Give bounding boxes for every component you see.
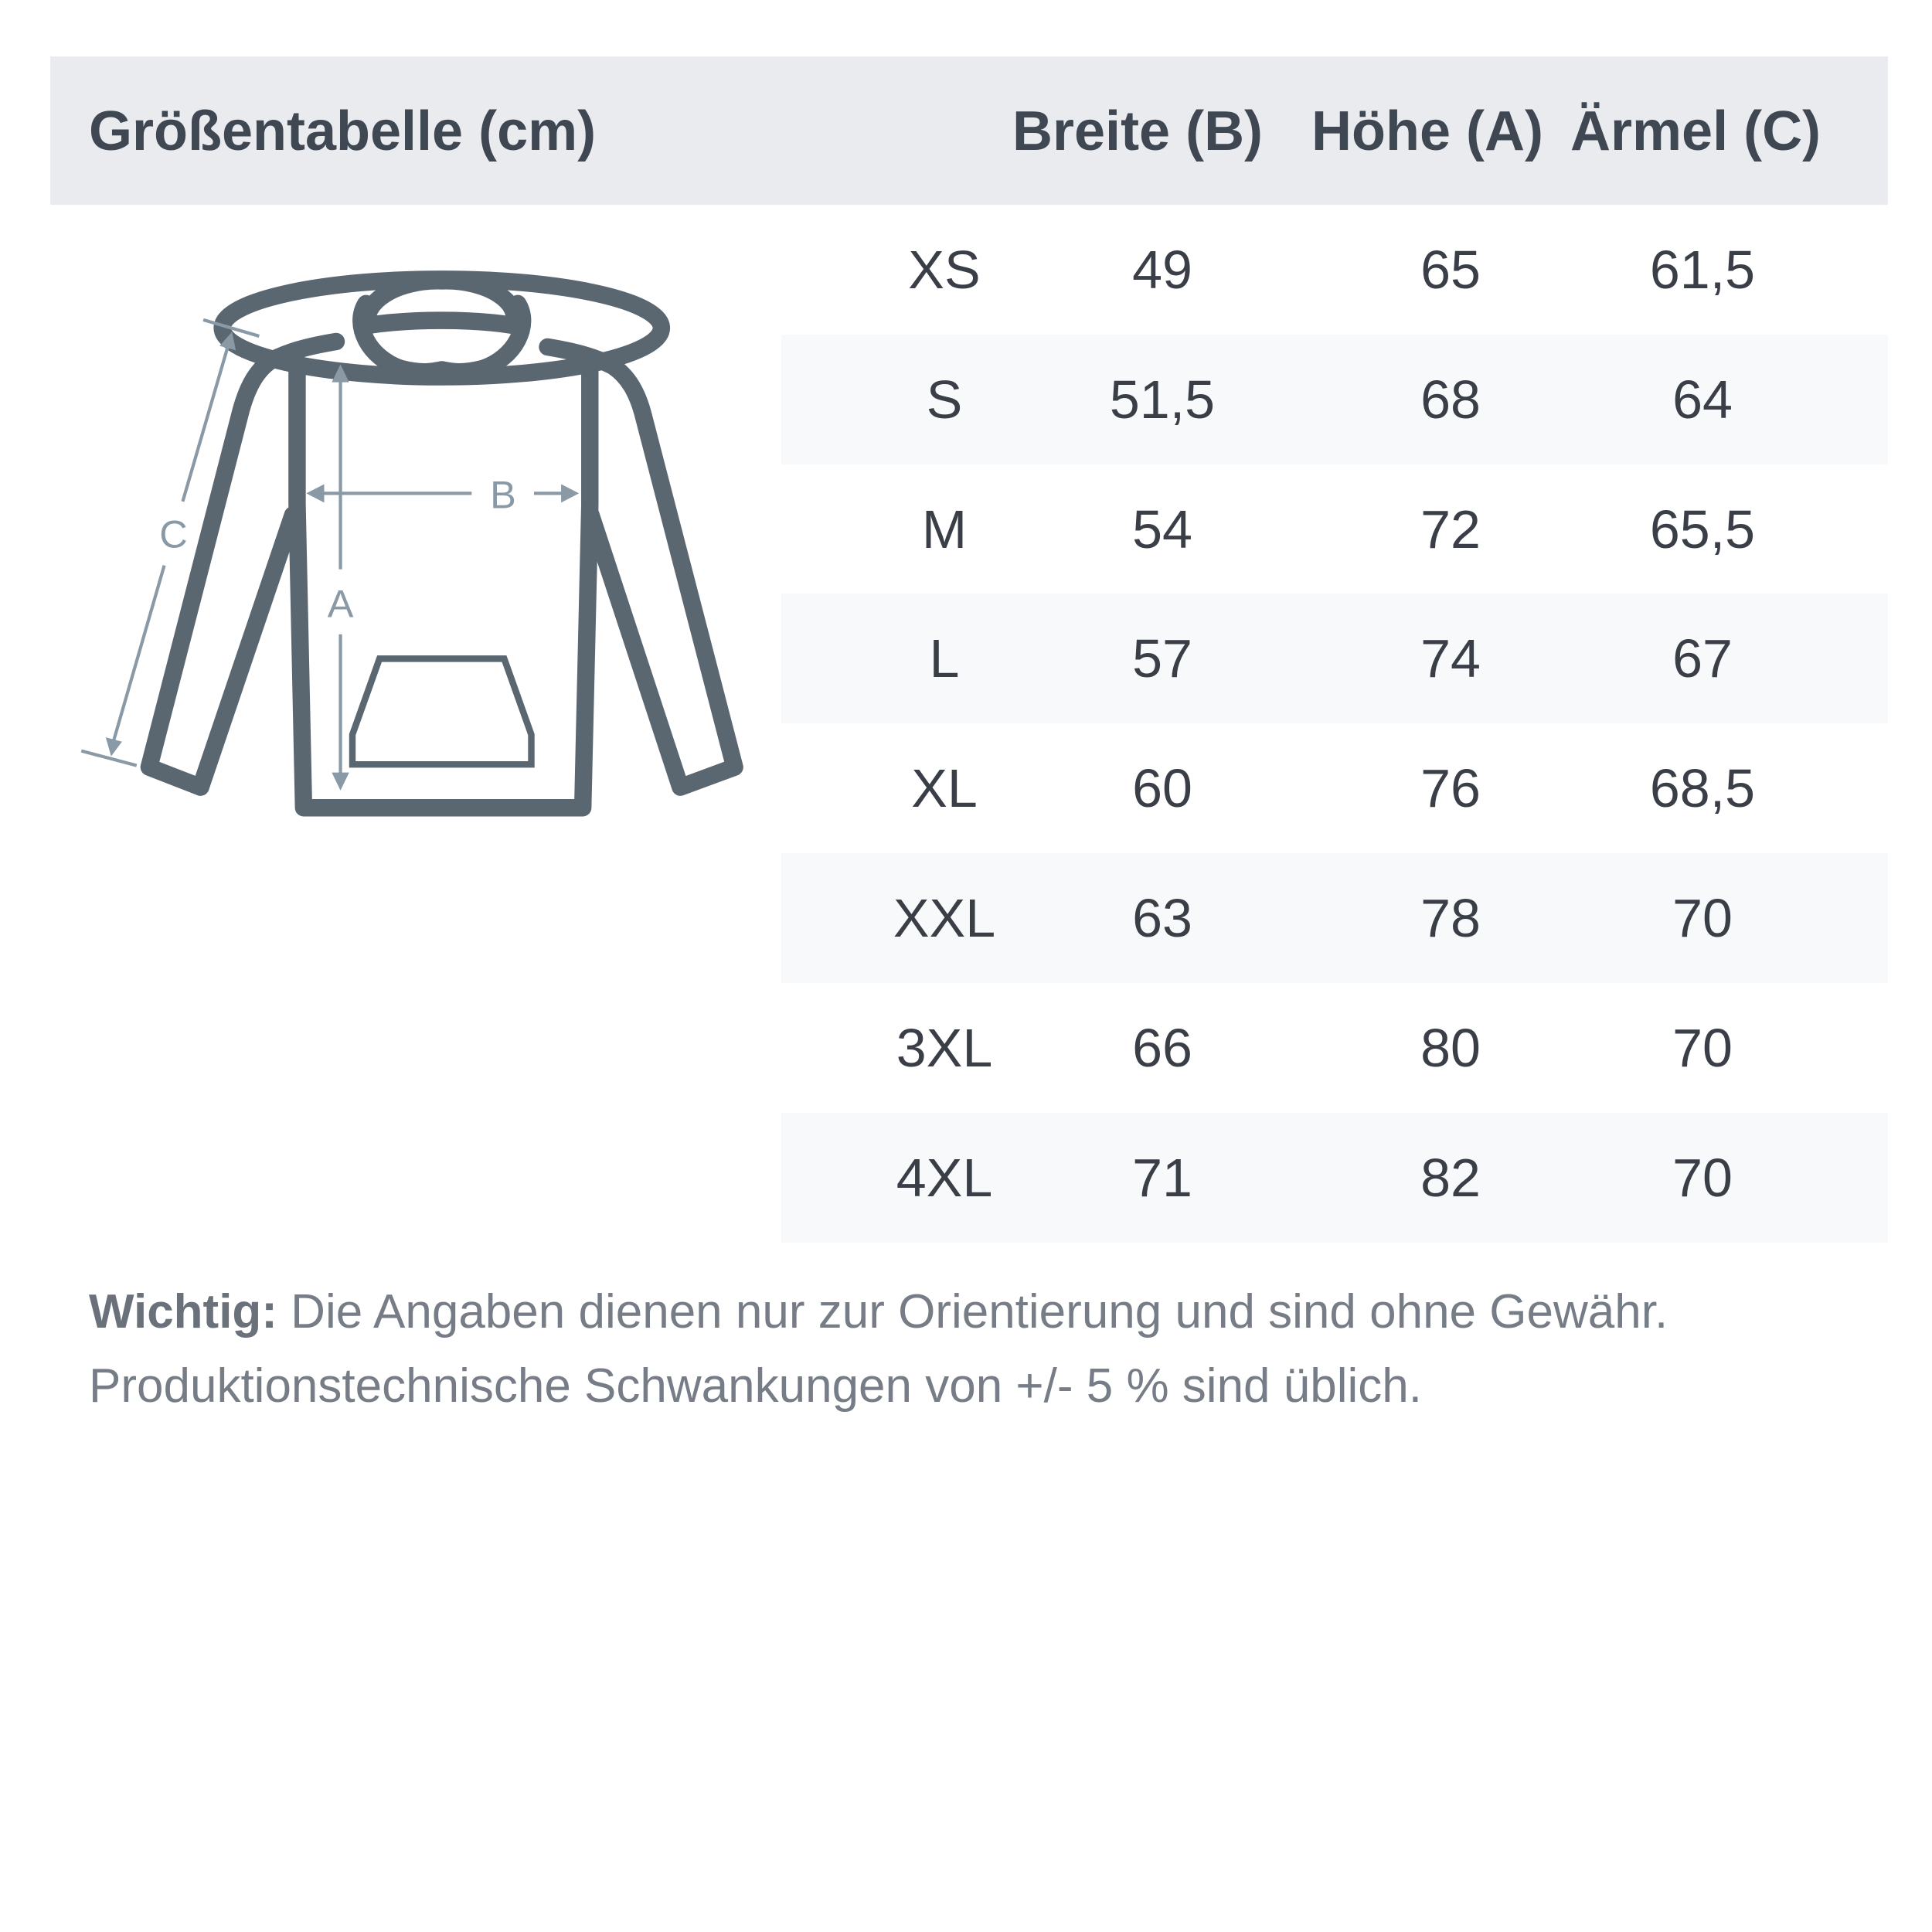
- table-row: L 57 74 67: [781, 594, 1888, 724]
- cell-hoehe: 72: [1420, 498, 1481, 560]
- cell-hoehe: 82: [1420, 1147, 1481, 1208]
- cell-size: XL: [911, 758, 978, 819]
- table-row: 4XL 71 82 70: [781, 1112, 1888, 1243]
- cell-size: M: [921, 498, 968, 560]
- table-row: XS 49 65 61,5: [781, 205, 1888, 335]
- cell-aermel: 64: [1672, 369, 1733, 430]
- measure-label-a: A: [328, 581, 354, 625]
- cell-breite: 57: [1132, 628, 1192, 689]
- cell-breite: 51,5: [1109, 369, 1216, 430]
- cell-breite: 60: [1132, 758, 1192, 819]
- cell-breite: 49: [1132, 240, 1192, 300]
- table-row: XL 60 76 68,5: [781, 723, 1888, 853]
- measure-label-c: C: [159, 512, 187, 556]
- cell-size: S: [926, 369, 963, 430]
- cell-aermel: 70: [1672, 1017, 1733, 1078]
- cell-size: L: [929, 628, 960, 689]
- cell-hoehe: 68: [1420, 369, 1481, 430]
- cell-aermel: 70: [1672, 1147, 1733, 1208]
- page-title: Größentabelle (cm): [89, 100, 597, 162]
- cell-hoehe: 80: [1420, 1017, 1481, 1078]
- measurement-arrows: [80, 318, 580, 791]
- table-row: 3XL 66 80 70: [781, 983, 1888, 1113]
- disclaimer-note: Wichtig: Die Angaben dienen nur zur Orie…: [89, 1275, 1668, 1423]
- hoodie-outline-icon: [140, 270, 743, 817]
- hoodie-measurement-diagram: B A C: [80, 270, 743, 817]
- cell-aermel: 70: [1672, 888, 1733, 948]
- cell-hoehe: 65: [1420, 240, 1481, 300]
- cell-breite: 71: [1132, 1147, 1192, 1208]
- cell-breite: 63: [1132, 888, 1192, 948]
- cell-aermel: 68,5: [1649, 758, 1756, 819]
- column-header-breite: Breite (B): [1012, 100, 1264, 162]
- measure-label-b: B: [490, 472, 516, 516]
- cell-aermel: 67: [1672, 628, 1733, 689]
- cell-size: XS: [908, 240, 981, 300]
- cell-hoehe: 76: [1420, 758, 1481, 819]
- note-line-2: Produktionstechnische Schwankungen von +…: [89, 1359, 1422, 1413]
- cell-size: 3XL: [896, 1017, 993, 1078]
- note-line-1: Die Angaben dienen nur zur Orientierung …: [277, 1285, 1668, 1338]
- cell-size: XXL: [893, 888, 996, 948]
- cell-breite: 66: [1132, 1017, 1192, 1078]
- cell-breite: 54: [1132, 498, 1192, 560]
- table-row: S 51,5 68 64: [781, 334, 1888, 464]
- note-label: Wichtig:: [89, 1285, 277, 1338]
- column-header-hoehe: Höhe (A): [1311, 100, 1543, 162]
- cell-aermel: 65,5: [1649, 498, 1756, 560]
- cell-size: 4XL: [896, 1147, 993, 1208]
- table-row: XXL 63 78 70: [781, 853, 1888, 983]
- pocket-icon: [349, 655, 535, 768]
- column-header-aermel: Ärmel (C): [1570, 100, 1821, 162]
- cell-hoehe: 74: [1420, 628, 1481, 689]
- cell-aermel: 61,5: [1649, 240, 1756, 300]
- cell-hoehe: 78: [1420, 888, 1481, 948]
- table-header-band: [50, 56, 1888, 205]
- table-row: M 54 72 65,5: [781, 464, 1888, 594]
